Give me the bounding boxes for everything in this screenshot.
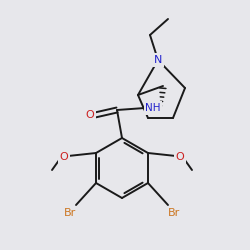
- Text: Br: Br: [168, 208, 180, 218]
- Text: Br: Br: [64, 208, 76, 218]
- Text: N: N: [154, 55, 162, 65]
- Text: O: O: [60, 152, 68, 162]
- Text: O: O: [176, 152, 184, 162]
- Text: O: O: [86, 110, 94, 120]
- Text: NH: NH: [145, 103, 161, 113]
